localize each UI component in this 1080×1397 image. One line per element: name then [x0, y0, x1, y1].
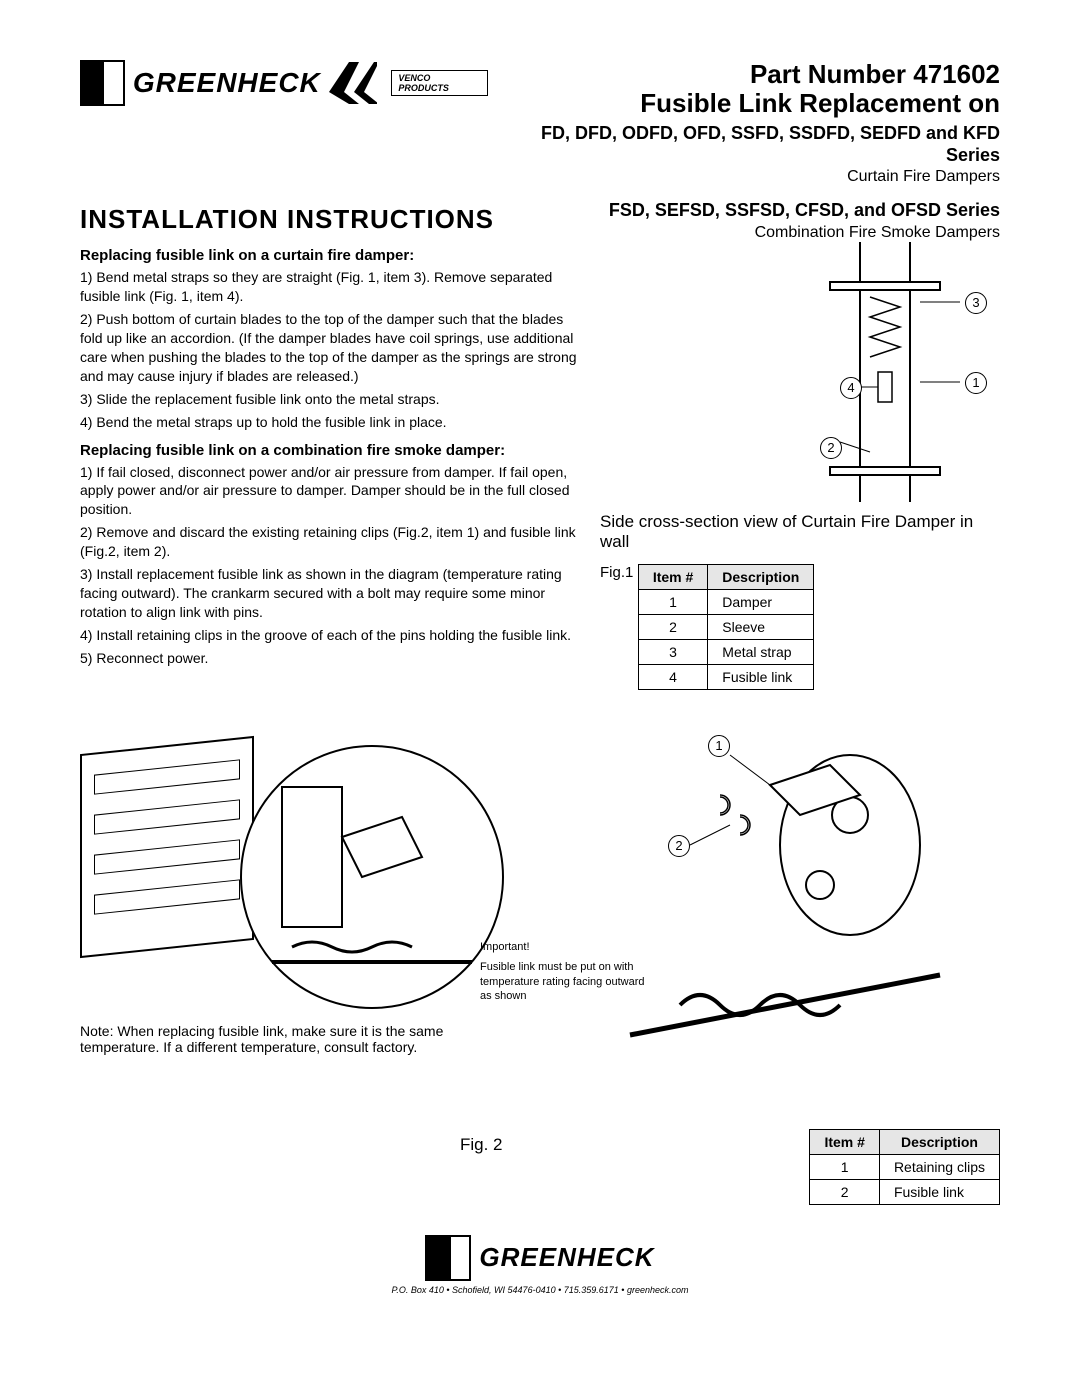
fig1-table: Item # Description 1Damper 2Sleeve 3Meta… — [638, 564, 814, 690]
step: 2) Push bottom of curtain blades to the … — [80, 310, 580, 386]
damper-box-icon — [80, 736, 254, 958]
logo-icon — [80, 60, 125, 106]
th-desc: Description — [708, 564, 814, 589]
callout-1: 1 — [965, 372, 987, 394]
logo-swoosh-icon — [329, 62, 378, 104]
cell: Damper — [708, 589, 814, 614]
title-series1: FD, DFD, ODFD, OFD, SSFD, SSDFD, SEDFD a… — [488, 123, 1000, 166]
step: 2) Remove and discard the existing retai… — [80, 523, 580, 561]
section1-steps: 1) Bend metal straps so they are straigh… — [80, 268, 580, 431]
section2-heading: Replacing fusible link on a combination … — [80, 442, 580, 459]
footer-logo-icon — [425, 1235, 471, 1281]
step: 5) Reconnect power. — [80, 649, 580, 668]
step: 4) Bend the metal straps up to hold the … — [80, 413, 580, 432]
cell: Fusible link — [708, 664, 814, 689]
cell: Fusible link — [879, 1179, 999, 1204]
right-column: FSD, SEFSD, SSFSD, CFSD, and OFSD Series… — [600, 194, 1000, 690]
section2-steps: 1) If fail closed, disconnect power and/… — [80, 463, 580, 668]
step: 4) Install retaining clips in the groove… — [80, 626, 580, 645]
title-line1: Part Number 471602 — [488, 60, 1000, 89]
callout-3: 3 — [965, 292, 987, 314]
page: GREENHECK VENCO PRODUCTS Part Number 471… — [0, 0, 1080, 1325]
cell: 4 — [638, 664, 707, 689]
callout-4: 4 — [840, 377, 862, 399]
fig2-callout-2: 2 — [668, 835, 690, 857]
footer-address: P.O. Box 410 • Schofield, WI 54476-0410 … — [80, 1285, 1000, 1295]
title-line2: Fusible Link Replacement on — [488, 89, 1000, 118]
step: 3) Install replacement fusible link as s… — [80, 565, 580, 622]
header: GREENHECK VENCO PRODUCTS Part Number 471… — [80, 60, 1000, 186]
install-heading: INSTALLATION INSTRUCTIONS — [80, 204, 580, 235]
fig2-diagram-area: Important! Fusible link must be put on w… — [80, 715, 1000, 1175]
cell: 2 — [810, 1179, 879, 1204]
title-series2: FSD, SEFSD, SSFSD, CFSD, and OFSD Series — [600, 200, 1000, 222]
brand-name: GREENHECK — [133, 67, 321, 99]
callout-2: 2 — [820, 437, 842, 459]
cell: Sleeve — [708, 614, 814, 639]
section1-heading: Replacing fusible link on a curtain fire… — [80, 247, 580, 264]
linkage-detail-icon — [242, 747, 502, 1007]
note-text: Note: When replacing fusible link, make … — [80, 1023, 480, 1055]
step: 1) If fail closed, disconnect power and/… — [80, 463, 580, 520]
footer-logo: GREENHECK — [80, 1235, 1000, 1281]
footer-brand-name: GREENHECK — [479, 1242, 654, 1273]
venco-label: VENCO PRODUCTS — [391, 70, 488, 96]
th-item: Item # — [638, 564, 707, 589]
step: 3) Slide the replacement fusible link on… — [80, 390, 580, 409]
title-sub1: Curtain Fire Dampers — [488, 168, 1000, 186]
left-column: INSTALLATION INSTRUCTIONS Replacing fusi… — [80, 194, 580, 690]
step: 1) Bend metal straps so they are straigh… — [80, 268, 580, 306]
mechanism-icon — [620, 715, 980, 1075]
fig2-callout-1: 1 — [708, 735, 730, 757]
cross-section-icon — [800, 242, 1000, 502]
body: INSTALLATION INSTRUCTIONS Replacing fusi… — [80, 194, 1000, 690]
cell: 3 — [638, 639, 707, 664]
fig1-label: Fig.1 — [600, 564, 633, 581]
cell: Metal strap — [708, 639, 814, 664]
cell: 2 — [638, 614, 707, 639]
logo-block: GREENHECK VENCO PRODUCTS — [80, 60, 488, 106]
title-sub2: Combination Fire Smoke Dampers — [600, 224, 1000, 242]
cell: 1 — [638, 589, 707, 614]
fig1-diagram: 3 1 4 2 — [800, 242, 1000, 502]
title-block: Part Number 471602 Fusible Link Replacem… — [488, 60, 1000, 186]
fig1-caption: Side cross-section view of Curtain Fire … — [600, 512, 1000, 552]
fig1-table-block: Fig.1 Item # Description 1Damper 2Sleeve… — [600, 560, 1000, 690]
zoom-circle-icon — [240, 745, 504, 1009]
